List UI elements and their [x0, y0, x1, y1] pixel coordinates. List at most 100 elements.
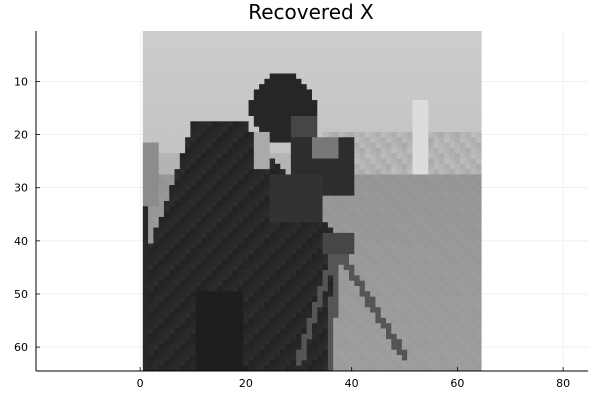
image-pixel	[475, 116, 482, 122]
image-pixel	[248, 333, 255, 340]
image-pixel	[280, 317, 286, 324]
image-pixel	[232, 307, 239, 313]
image-pixel	[148, 238, 154, 244]
image-pixel	[179, 344, 186, 351]
image-pixel	[460, 211, 466, 218]
image-pixel	[179, 78, 186, 85]
image-pixel	[190, 94, 197, 101]
image-pixel	[312, 280, 318, 287]
image-pixel	[428, 179, 435, 186]
image-pixel	[142, 110, 149, 117]
image-pixel	[317, 248, 323, 255]
image-pixel	[444, 62, 450, 69]
image-pixel	[444, 36, 450, 43]
image-pixel	[401, 185, 408, 191]
image-pixel	[142, 248, 149, 255]
image-pixel	[322, 174, 329, 181]
image-pixel	[290, 169, 297, 175]
image-pixel	[428, 110, 435, 117]
image-pixel	[227, 121, 234, 128]
image-pixel	[232, 110, 239, 117]
image-pixel	[423, 153, 429, 159]
image-pixel	[412, 36, 419, 43]
image-pixel	[359, 126, 366, 133]
image-pixel	[338, 248, 345, 255]
image-pixel	[158, 121, 165, 128]
image-pixel	[296, 94, 302, 101]
image-pixel	[433, 121, 440, 128]
image-pixel	[449, 216, 456, 223]
image-pixel	[343, 286, 350, 292]
image-pixel	[333, 339, 339, 345]
image-pixel	[412, 100, 419, 106]
image-pixel	[412, 147, 419, 154]
image-pixel	[222, 137, 228, 143]
image-pixel	[158, 259, 165, 266]
image-pixel	[460, 31, 466, 37]
image-pixel	[158, 116, 165, 122]
image-pixel	[433, 238, 440, 244]
image-pixel	[200, 46, 207, 53]
image-pixel	[454, 323, 461, 329]
image-pixel	[354, 270, 360, 276]
image-pixel	[465, 248, 472, 255]
image-pixel	[386, 105, 392, 112]
image-pixel	[428, 62, 435, 69]
image-pixel	[460, 116, 466, 122]
image-pixel	[438, 317, 445, 324]
image-pixel	[338, 31, 345, 37]
image-pixel	[386, 286, 392, 292]
image-pixel	[227, 147, 234, 154]
image-pixel	[417, 286, 424, 292]
image-pixel	[248, 344, 255, 351]
image-pixel	[349, 328, 355, 335]
image-pixel	[375, 31, 382, 37]
image-pixel	[274, 365, 281, 372]
image-pixel	[274, 307, 281, 313]
image-pixel	[306, 62, 313, 69]
image-pixel	[444, 142, 450, 149]
image-pixel	[333, 360, 339, 367]
image-pixel	[285, 248, 292, 255]
image-pixel	[349, 355, 355, 361]
image-pixel	[465, 116, 472, 122]
image-pixel	[227, 328, 234, 335]
image-pixel	[222, 100, 228, 106]
image-pixel	[174, 339, 181, 345]
image-pixel	[179, 41, 186, 48]
image-pixel	[163, 216, 170, 223]
image-pixel	[285, 355, 292, 361]
image-pixel	[354, 105, 360, 112]
image-pixel	[460, 36, 466, 43]
image-pixel	[290, 333, 297, 340]
image-pixel	[401, 349, 408, 356]
image-pixel	[412, 216, 419, 223]
image-pixel	[343, 190, 350, 197]
image-pixel	[190, 153, 197, 159]
image-pixel	[290, 94, 297, 101]
image-pixel	[449, 126, 456, 133]
image-pixel	[412, 110, 419, 117]
image-pixel	[206, 163, 212, 170]
image-pixel	[322, 333, 329, 340]
image-pixel	[185, 52, 191, 58]
image-pixel	[153, 211, 160, 218]
image-pixel	[163, 89, 170, 96]
image-pixel	[296, 206, 302, 213]
image-pixel	[259, 179, 265, 186]
image-pixel	[153, 195, 160, 202]
image-pixel	[454, 227, 461, 234]
image-pixel	[349, 349, 355, 356]
image-pixel	[438, 349, 445, 356]
image-pixel	[200, 163, 207, 170]
image-pixel	[296, 323, 302, 329]
image-pixel	[475, 147, 482, 154]
image-pixel	[380, 349, 387, 356]
image-pixel	[417, 339, 424, 345]
image-pixel	[391, 84, 397, 90]
image-pixel	[253, 68, 260, 74]
image-pixel	[185, 360, 191, 367]
image-pixel	[290, 216, 297, 223]
image-pixel	[253, 169, 260, 175]
image-pixel	[465, 286, 472, 292]
